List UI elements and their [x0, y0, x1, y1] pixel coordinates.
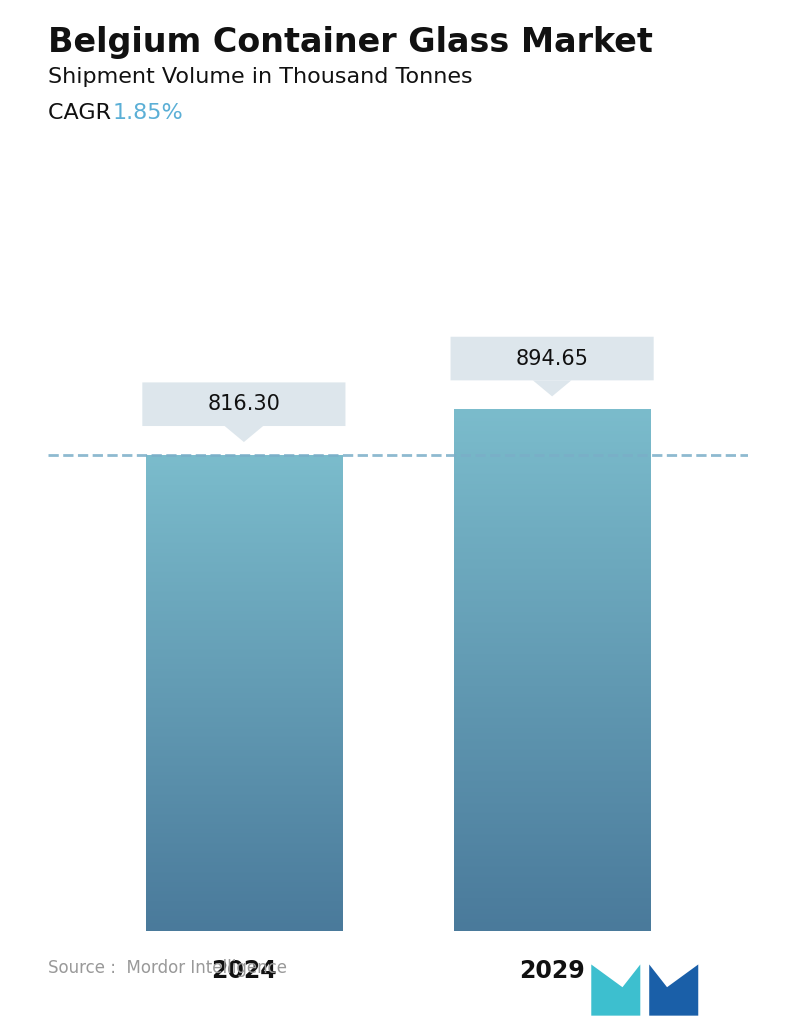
Polygon shape — [650, 965, 698, 1015]
Polygon shape — [533, 381, 572, 396]
Text: CAGR: CAGR — [48, 103, 125, 123]
Text: 816.30: 816.30 — [208, 394, 280, 415]
Text: 894.65: 894.65 — [516, 348, 588, 368]
Text: 2029: 2029 — [519, 960, 585, 983]
Polygon shape — [591, 965, 640, 1015]
Text: Shipment Volume in Thousand Tonnes: Shipment Volume in Thousand Tonnes — [48, 67, 472, 87]
Text: 1.85%: 1.85% — [113, 103, 184, 123]
Polygon shape — [224, 426, 263, 443]
Text: Source :  Mordor Intelligence: Source : Mordor Intelligence — [48, 960, 287, 977]
Text: 2024: 2024 — [211, 960, 277, 983]
FancyBboxPatch shape — [451, 337, 654, 381]
Text: Belgium Container Glass Market: Belgium Container Glass Market — [48, 26, 653, 59]
FancyBboxPatch shape — [142, 383, 345, 426]
